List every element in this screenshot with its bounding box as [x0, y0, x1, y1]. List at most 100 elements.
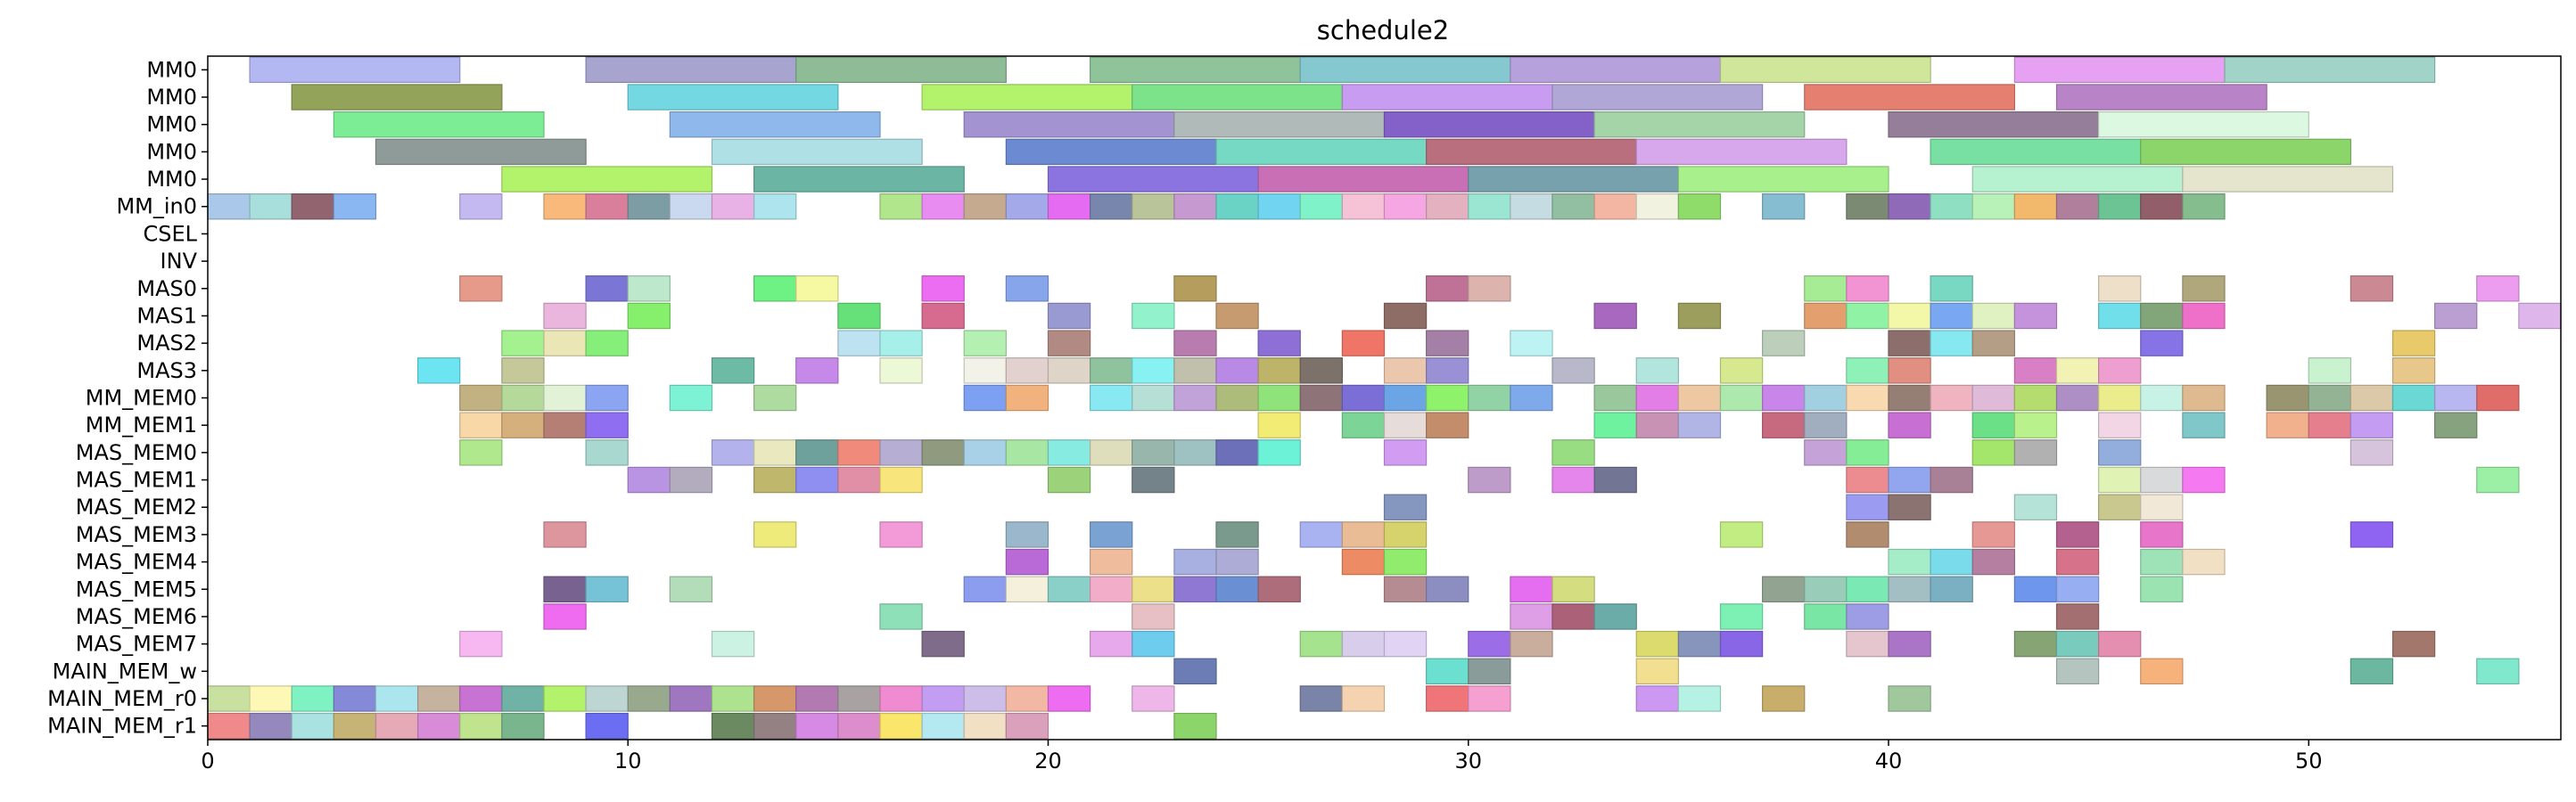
- task-bar: [753, 193, 797, 220]
- task-bar: [1804, 84, 2015, 110]
- task-bar: [1005, 521, 1049, 548]
- task-bar: [543, 193, 587, 220]
- task-bar: [1005, 357, 1049, 384]
- task-bar: [963, 193, 1007, 220]
- task-bar: [1299, 521, 1343, 548]
- task-bar: [1090, 548, 1133, 576]
- task-bar: [1132, 84, 1343, 110]
- task-bar: [1930, 548, 1973, 576]
- task-bar: [753, 384, 797, 412]
- task-bar: [291, 193, 334, 220]
- task-bar: [1257, 384, 1301, 412]
- y-tick-label: MM0: [146, 57, 197, 82]
- task-bar: [2098, 193, 2142, 220]
- task-bar: [501, 330, 545, 356]
- task-bar: [1468, 630, 1511, 658]
- task-bar: [879, 357, 923, 384]
- task-bar: [1426, 330, 1469, 356]
- task-bar: [1047, 302, 1091, 330]
- task-bar: [753, 466, 797, 494]
- y-tick-label: MAIN_MEM_w: [53, 659, 197, 683]
- task-bar: [333, 712, 377, 740]
- task-bar: [1299, 193, 1343, 220]
- task-bar: [1971, 302, 2015, 330]
- task-bar: [1510, 603, 1553, 630]
- task-bar: [1005, 439, 1049, 466]
- task-bar: [2391, 630, 2436, 658]
- task-bar: [1846, 630, 1889, 658]
- task-bar: [1510, 330, 1553, 356]
- task-bar: [711, 630, 755, 658]
- task-bar: [879, 330, 923, 356]
- task-bar: [1341, 630, 1386, 658]
- task-bar: [1426, 138, 1637, 166]
- task-bar: [2055, 603, 2100, 630]
- task-bar: [1593, 384, 1637, 412]
- task-bar: [2098, 412, 2142, 438]
- y-tick-label: MAS_MEM4: [76, 550, 197, 575]
- y-tick-label: MAS1: [136, 303, 197, 328]
- task-bar: [879, 521, 923, 548]
- task-bar: [1551, 84, 1764, 110]
- task-bar: [2013, 630, 2058, 658]
- task-bar: [1888, 330, 1931, 356]
- y-tick-label: MM0: [146, 85, 197, 110]
- task-bar: [963, 685, 1007, 712]
- task-bar: [459, 630, 503, 658]
- task-bar: [2434, 412, 2478, 438]
- task-bar: [1635, 384, 1679, 412]
- task-bar: [795, 439, 839, 466]
- task-bar: [543, 302, 587, 330]
- task-bar: [585, 685, 629, 712]
- task-bar: [1846, 275, 1889, 302]
- task-bar: [1215, 357, 1259, 384]
- task-bar: [1635, 193, 1679, 220]
- task-bar: [753, 712, 797, 740]
- task-bar: [1132, 357, 1175, 384]
- task-bar: [963, 439, 1007, 466]
- task-bar: [1804, 603, 1848, 630]
- task-bar: [795, 56, 1007, 84]
- task-bar: [1510, 193, 1553, 220]
- task-bar: [837, 466, 881, 494]
- task-bar: [1888, 357, 1931, 384]
- x-tick-label: 40: [1875, 749, 1903, 773]
- task-bar: [2476, 466, 2520, 494]
- task-bar: [501, 412, 545, 438]
- task-bar: [2013, 439, 2058, 466]
- task-bar: [1510, 384, 1553, 412]
- task-bar: [2013, 412, 2058, 438]
- task-bar: [1930, 275, 1973, 302]
- task-bar: [1299, 56, 1511, 84]
- task-bar: [879, 603, 923, 630]
- task-bar: [1215, 439, 1259, 466]
- y-tick-label: MAS_MEM1: [76, 468, 197, 493]
- task-bar: [1257, 166, 1469, 192]
- task-bar: [543, 412, 587, 438]
- task-bar: [2098, 494, 2142, 520]
- task-bar: [1593, 302, 1637, 330]
- task-bar: [1677, 193, 1722, 220]
- task-bar: [1215, 521, 1259, 548]
- task-bar: [1719, 357, 1764, 384]
- task-bar: [2182, 548, 2226, 576]
- task-bar: [2098, 302, 2142, 330]
- task-bar: [753, 439, 797, 466]
- task-bar: [1383, 384, 1428, 412]
- task-bar: [1971, 330, 2015, 356]
- task-bar: [837, 685, 881, 712]
- task-bar: [585, 275, 629, 302]
- y-tick-label: MAS0: [136, 276, 197, 301]
- task-bar: [837, 330, 881, 356]
- task-bar: [417, 357, 461, 384]
- task-bar: [1005, 685, 1049, 712]
- task-bar: [837, 302, 881, 330]
- task-bar: [207, 712, 251, 740]
- task-bar: [1299, 630, 1343, 658]
- task-bar: [1888, 576, 1931, 602]
- task-bar: [1090, 56, 1301, 84]
- task-bar: [1846, 384, 1889, 412]
- task-bar: [669, 576, 713, 602]
- task-bar: [795, 357, 839, 384]
- task-bar: [2182, 384, 2226, 412]
